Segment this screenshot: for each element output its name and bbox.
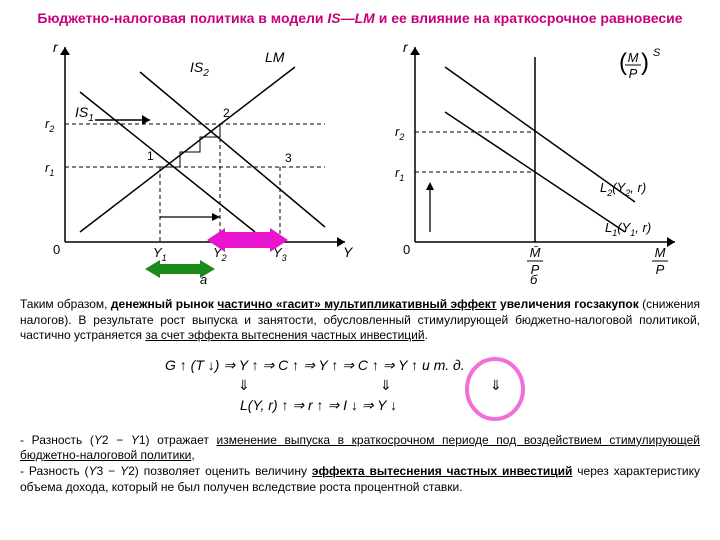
formula-line3: L(Y, r) ↑ ⇒ r ↑ ⇒ I ↓ ⇒ Y ↓ [240,397,397,413]
charts-row: r Y 0 LM IS1 IS2 r1 r2 Y1 Y2 Y3 1 2 3 [20,32,700,287]
formula-block: G ↑ (T ↓) ⇒ Y ↑ ⇒ C ↑ ⇒ Y ↑ ⇒ C ↑ ⇒ Y ↑ … [20,352,700,425]
down3: ⇓ [490,377,502,393]
point3: 3 [285,151,292,165]
svg-text:P: P [656,262,665,277]
point2: 2 [223,106,230,120]
down1: ⇓ [238,377,250,393]
svg-text:P: P [629,66,638,81]
page-title: Бюджетно-налоговая политика в модели IS—… [20,10,700,26]
mbar-label: M̄ [530,245,541,260]
ms-label: ( M P ) S [619,47,661,81]
l2-label: L2(Y2, r) [600,180,646,198]
caption-b: б [530,272,538,287]
point1: 1 [147,149,154,163]
svg-text:S: S [653,47,661,59]
svg-text:): ) [641,49,649,76]
l1-label: L1(Y1, r) [605,220,651,238]
is2-label: IS2 [190,59,209,79]
formula-line1: G ↑ (T ↓) ⇒ Y ↑ ⇒ C ↑ ⇒ Y ↑ ⇒ C ↑ ⇒ Y ↑ … [165,357,465,373]
is1-label: IS1 [75,104,94,124]
svg-text:M: M [628,50,639,65]
axis-r-right: r [403,39,409,55]
paragraph-1: Таким образом, денежный рынок частично «… [20,297,700,344]
origin: 0 [53,242,60,257]
r2-label: r2 [45,116,54,134]
r1-right: r1 [395,165,404,183]
axis-r: r [53,39,59,55]
lm-label: LM [265,49,285,65]
down2: ⇓ [380,377,392,393]
paragraph-2: - Разность (Y2 − Y1) отражает изменение … [20,433,700,495]
r2-right: r2 [395,124,404,142]
money-market-chart: r 0 M P ( M P ) S M̄ P L1(Y1, r) L2(Y2, … [375,32,695,287]
axis-Y: Y [343,244,354,260]
islm-chart: r Y 0 LM IS1 IS2 r1 r2 Y1 Y2 Y3 1 2 3 [25,32,375,287]
origin-right: 0 [403,242,410,257]
caption-a: а [200,272,207,287]
r1-label: r1 [45,160,54,178]
axis-mp: M [655,245,666,260]
svg-text:(: ( [619,49,627,76]
